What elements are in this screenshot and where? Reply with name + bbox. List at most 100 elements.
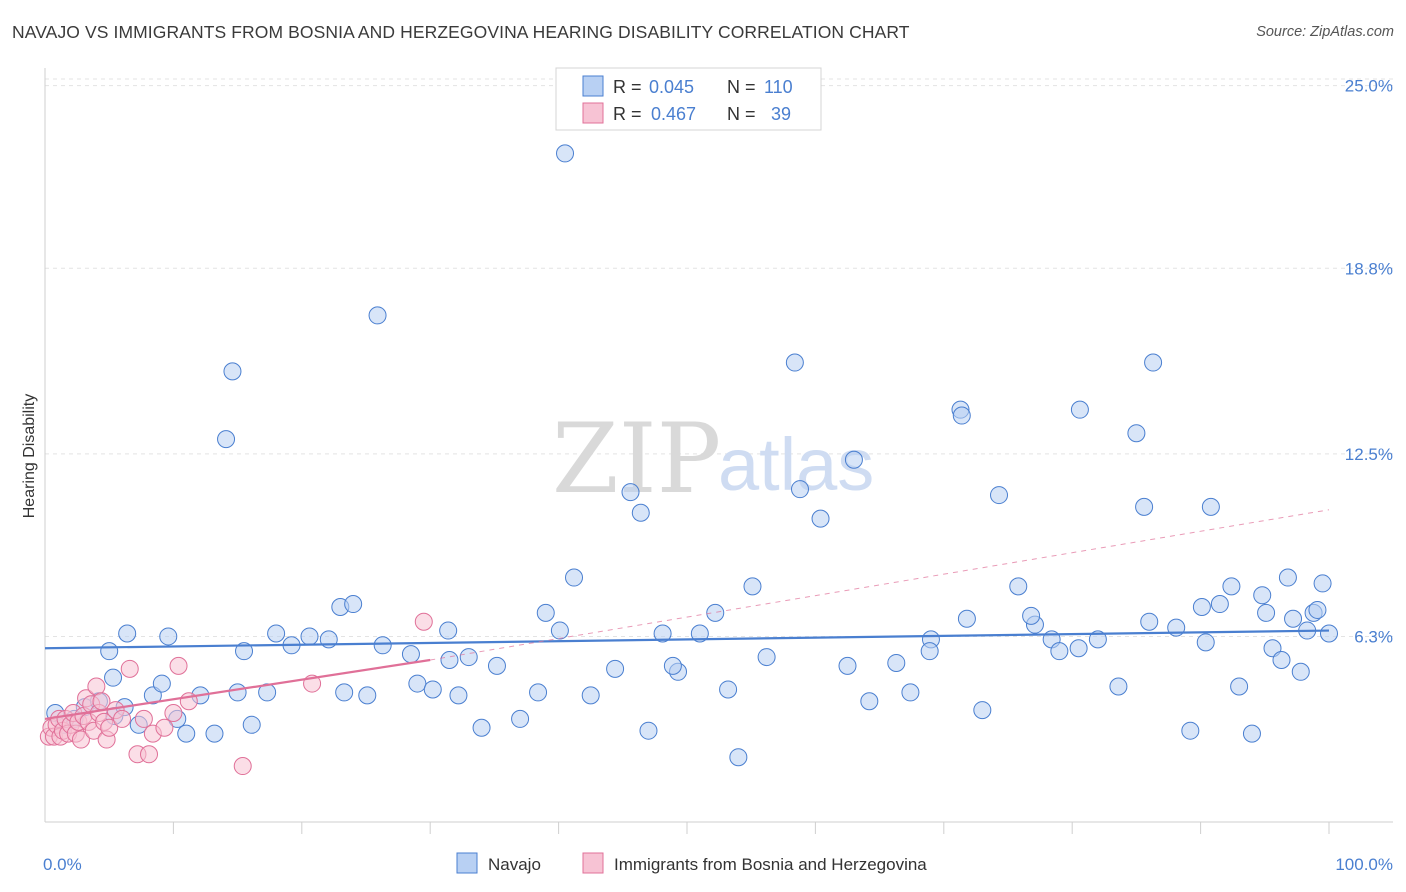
bosnia-trend-extension	[430, 509, 1330, 661]
navajo-point	[1127, 424, 1146, 443]
legend-swatch-bosnia	[582, 102, 604, 124]
legend-r-value-bosnia: 0.467	[651, 104, 696, 124]
navajo-point	[1253, 586, 1272, 605]
navajo-point	[373, 636, 392, 655]
legend-box: R = 0.045 N = 110 R = 0.467 N = 39	[555, 67, 822, 131]
navajo-point	[536, 603, 555, 622]
navajo-point	[401, 645, 420, 664]
legend-r-value-navajo: 0.045	[649, 77, 694, 97]
bosnia-point	[71, 730, 90, 749]
legend-n-label-bosnia: N =	[727, 104, 756, 124]
y-tick-label: 25.0%	[1345, 77, 1393, 96]
legend-n-value-bosnia: 39	[771, 104, 791, 124]
navajo-point	[1222, 577, 1241, 596]
bosnia-point	[155, 718, 174, 737]
bottom-legend-swatch-bosnia	[582, 852, 604, 874]
navajo-point	[581, 686, 600, 705]
navajo-point	[459, 648, 478, 667]
navajo-point	[439, 621, 458, 640]
navajo-point	[901, 683, 920, 702]
bosnia-point	[233, 757, 252, 776]
navajo-point	[1230, 677, 1249, 696]
navajo-point	[1140, 612, 1159, 631]
navajo-point	[228, 683, 247, 702]
x-tick-marks	[172, 822, 1330, 834]
navajo-point	[729, 748, 748, 767]
chart-title: NAVAJO VS IMMIGRANTS FROM BOSNIA AND HER…	[12, 22, 910, 42]
navajo-point	[440, 651, 459, 670]
navajo-point	[790, 480, 809, 499]
navajo-point	[118, 624, 137, 643]
navajo-point	[1284, 609, 1303, 628]
navajo-point	[104, 668, 123, 687]
navajo-point	[973, 701, 992, 720]
navajo-point	[159, 627, 178, 646]
navajo-point	[344, 595, 363, 614]
navajo-point	[1109, 677, 1128, 696]
navajo-point	[1196, 633, 1215, 652]
legend-n-label-navajo: N =	[727, 77, 756, 97]
navajo-point	[1070, 400, 1089, 419]
navajo-point	[1291, 662, 1310, 681]
y-tick-label: 6.3%	[1354, 627, 1393, 646]
navajo-point	[1022, 606, 1041, 625]
navajo-point	[358, 686, 377, 705]
navajo-point	[152, 674, 171, 693]
bosnia-point	[169, 656, 188, 675]
navajo-point	[1181, 721, 1200, 740]
navajo-point	[631, 503, 650, 522]
navajo-point	[663, 656, 682, 675]
navajo-point	[565, 568, 584, 587]
navajo-point	[1313, 574, 1332, 593]
x-tick-label-max: 100.0%	[1335, 855, 1393, 874]
navajo-point	[838, 656, 857, 675]
navajo-point	[743, 577, 762, 596]
y-tick-label: 12.5%	[1345, 445, 1393, 464]
navajo-point	[1320, 624, 1338, 643]
navajo-point	[1069, 639, 1088, 658]
navajo-point	[952, 406, 971, 425]
navajo-point	[1210, 595, 1229, 614]
navajo-point	[1050, 642, 1069, 661]
navajo-point	[449, 686, 468, 705]
navajo-point	[621, 483, 640, 502]
navajo-point	[1201, 497, 1220, 516]
navajo-point	[920, 642, 939, 661]
navajo-point	[606, 659, 625, 678]
navajo-point	[844, 450, 863, 469]
y-tick-labels: 6.3% 12.5% 18.8% 25.0%	[1345, 77, 1393, 647]
bosnia-point	[134, 709, 153, 728]
bosnia-point	[120, 659, 139, 678]
bosnia-trend-line	[44, 658, 431, 721]
navajo-point	[487, 656, 506, 675]
bottom-legend-navajo: Navajo	[488, 855, 541, 874]
bosnia-point	[100, 718, 119, 737]
bosnia-point	[414, 612, 433, 631]
navajo-point	[267, 624, 286, 643]
navajo-point	[653, 624, 672, 643]
navajo-point	[529, 683, 548, 702]
bottom-legend: Navajo Immigrants from Bosnia and Herzeg…	[456, 852, 927, 874]
navajo-point	[100, 642, 119, 661]
navajo-point	[887, 653, 906, 672]
navajo-point	[300, 627, 319, 646]
navajo-point	[472, 718, 491, 737]
navajo-point	[205, 724, 224, 743]
navajo-point	[1278, 568, 1297, 587]
navajo-point	[860, 692, 879, 711]
navajo-point	[990, 486, 1009, 505]
navajo-point	[1144, 353, 1163, 372]
navajo-point	[1242, 724, 1261, 743]
navajo-point	[1192, 597, 1211, 616]
navajo-point	[811, 509, 830, 528]
navajo-point	[1257, 603, 1276, 622]
navajo-point	[639, 721, 658, 740]
navajo-point	[785, 353, 804, 372]
trend-lines	[44, 509, 1330, 721]
navajo-point	[223, 362, 242, 381]
navajo-point	[1308, 600, 1327, 619]
navajo-trend-line	[44, 629, 1330, 650]
source-credit: Source: ZipAtlas.com	[1256, 24, 1394, 40]
navajo-point	[719, 680, 738, 699]
